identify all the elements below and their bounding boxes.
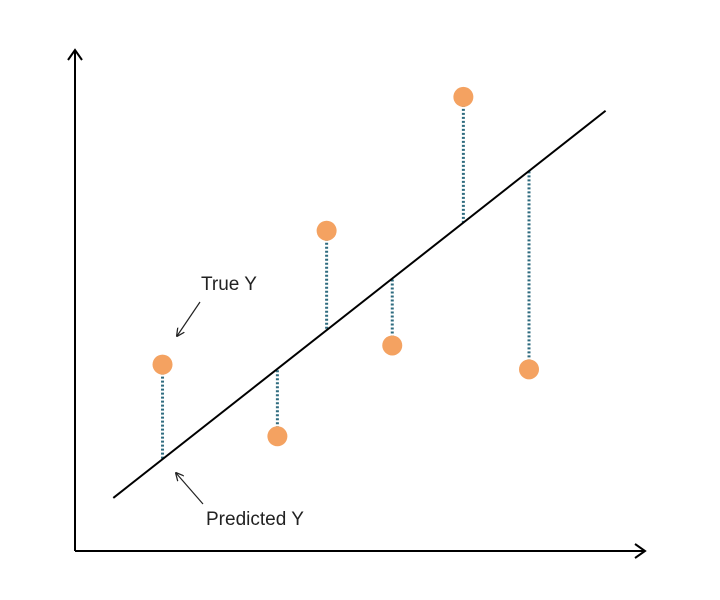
annotation-predicted-y-arrow-icon — [176, 473, 204, 505]
data-point-2 — [267, 426, 288, 447]
data-point-3 — [316, 220, 337, 241]
data-point-4 — [382, 335, 403, 356]
annotation-true-y-label: True Y — [201, 274, 257, 295]
data-point-1 — [152, 354, 173, 375]
annotation-predicted-y-label: Predicted Y — [206, 509, 304, 530]
x-axis-arrow-icon — [634, 543, 647, 559]
data-point-6 — [519, 359, 540, 380]
annotation-predicted-y: Predicted Y — [176, 473, 304, 530]
annotation-true-y-arrow-icon — [177, 301, 201, 336]
annotation-true-y: True Y — [177, 274, 257, 336]
y-axis-arrow-icon — [67, 48, 83, 61]
data-points — [152, 86, 540, 447]
axes — [67, 48, 647, 559]
residual-lines — [161, 96, 531, 460]
regression-line — [112, 109, 607, 499]
data-point-5 — [453, 86, 474, 107]
